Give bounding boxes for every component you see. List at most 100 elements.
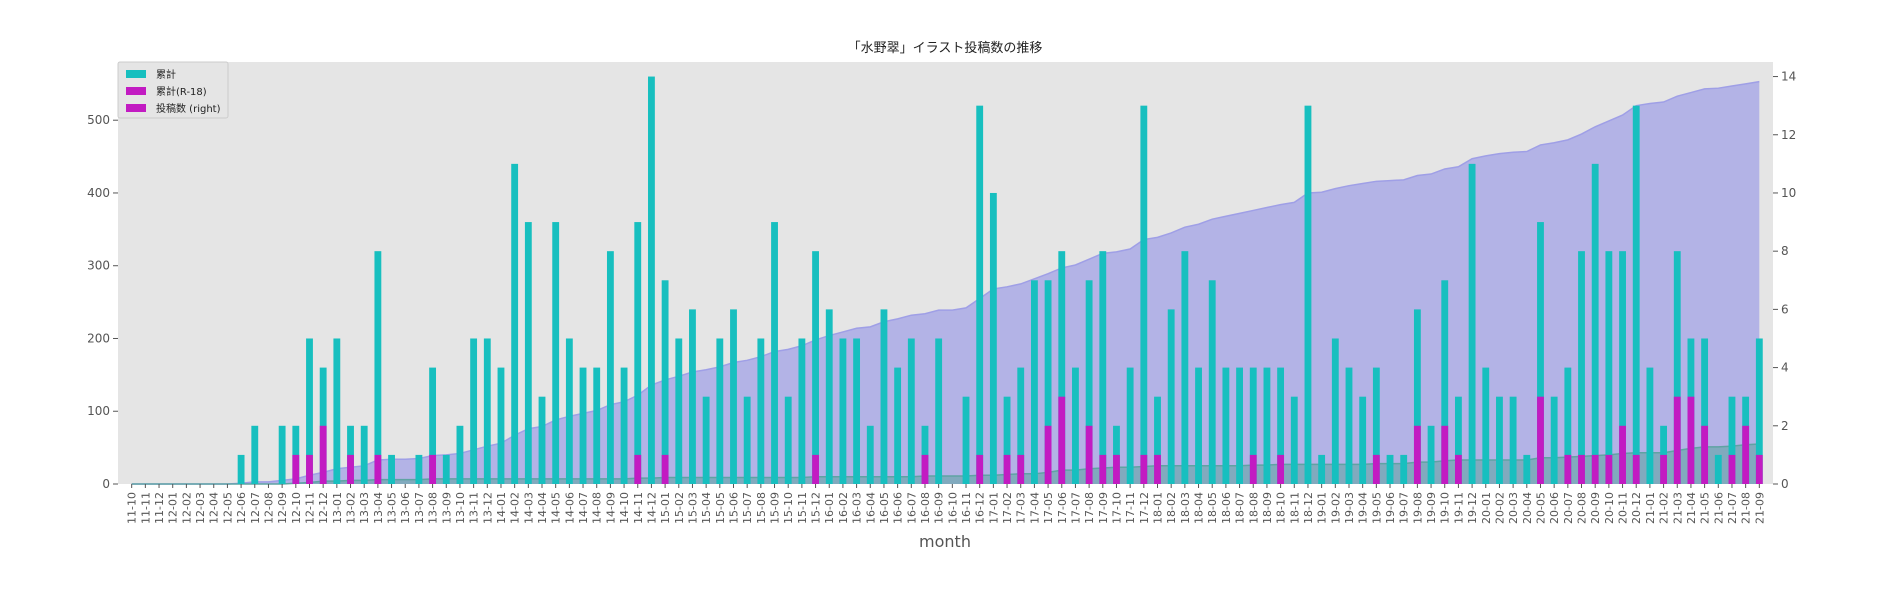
x-tick-label: 19-04 bbox=[1357, 492, 1370, 524]
x-tick-label: 20-02 bbox=[1493, 492, 1506, 524]
bar-0-19-04 bbox=[1359, 396, 1367, 484]
bar-1-13-02 bbox=[347, 454, 354, 484]
x-tick-label: 13-07 bbox=[413, 492, 426, 524]
x-tick-label: 12-10 bbox=[290, 492, 303, 524]
bar-1-17-09 bbox=[1099, 454, 1107, 484]
x-tick-label: 21-02 bbox=[1658, 492, 1671, 524]
bar-0-12-11 bbox=[306, 338, 313, 484]
bar-0-14-05 bbox=[552, 222, 560, 484]
right-tick-label: 8 bbox=[1781, 244, 1789, 258]
bar-0-13-03 bbox=[360, 425, 368, 484]
bar-0-12-07 bbox=[251, 425, 259, 484]
bar-1-20-07 bbox=[1564, 454, 1572, 484]
x-tick-label: 18-06 bbox=[1220, 492, 1233, 524]
x-tick-label: 16-03 bbox=[851, 492, 864, 524]
x-tick-label: 19-09 bbox=[1425, 492, 1438, 524]
bar-0-14-08 bbox=[593, 367, 601, 484]
x-tick-label: 16-01 bbox=[823, 492, 836, 524]
x-tick-label: 12-08 bbox=[262, 492, 275, 524]
bar-1-13-04 bbox=[374, 454, 382, 484]
x-tick-label: 12-12 bbox=[317, 492, 330, 524]
bar-0-17-09 bbox=[1099, 251, 1107, 484]
x-tick-label: 17-08 bbox=[1083, 492, 1096, 524]
bar-0-16-02 bbox=[839, 338, 847, 484]
bar-0-17-07 bbox=[1072, 367, 1079, 484]
right-tick-label: 4 bbox=[1781, 361, 1789, 375]
bar-0-20-05 bbox=[1537, 222, 1544, 484]
x-tick-label: 15-09 bbox=[769, 492, 782, 524]
x-tick-label: 15-05 bbox=[714, 492, 727, 524]
bar-0-14-10 bbox=[620, 367, 628, 484]
x-tick-label: 14-08 bbox=[591, 492, 604, 524]
x-tick-label: 15-06 bbox=[728, 492, 741, 524]
x-tick-label: 13-02 bbox=[345, 492, 358, 524]
bar-0-20-02 bbox=[1496, 396, 1503, 484]
x-tick-label: 20-07 bbox=[1562, 492, 1575, 524]
bar-0-21-03 bbox=[1673, 251, 1681, 484]
bar-0-16-11 bbox=[962, 396, 970, 484]
legend-label-0: 累計 bbox=[156, 68, 176, 81]
bar-0-21-07 bbox=[1728, 396, 1736, 484]
bar-0-16-07 bbox=[907, 338, 915, 484]
x-tick-label: 21-08 bbox=[1740, 492, 1753, 524]
x-tick-label: 14-06 bbox=[563, 492, 576, 524]
x-tick-label: 20-06 bbox=[1548, 492, 1561, 524]
x-tick-label: 16-04 bbox=[864, 492, 877, 524]
x-tick-label: 14-07 bbox=[577, 492, 590, 524]
bar-0-13-07 bbox=[415, 454, 423, 484]
x-tick-label: 17-09 bbox=[1097, 492, 1110, 524]
legend-swatch-0 bbox=[126, 70, 146, 78]
x-tick-label: 16-05 bbox=[878, 492, 891, 524]
x-tick-label: 17-11 bbox=[1124, 492, 1137, 524]
bar-0-13-01 bbox=[333, 338, 341, 484]
bar-1-15-01 bbox=[661, 454, 669, 484]
bar-0-20-04 bbox=[1523, 454, 1531, 484]
bar-0-20-10 bbox=[1605, 251, 1613, 484]
right-tick-label: 6 bbox=[1781, 302, 1789, 316]
bar-0-18-02 bbox=[1167, 309, 1175, 484]
left-tick-label: 200 bbox=[87, 331, 110, 345]
bar-0-19-11 bbox=[1454, 396, 1462, 484]
x-tick-label: 13-10 bbox=[454, 492, 467, 524]
bar-0-21-02 bbox=[1660, 425, 1667, 484]
bar-0-13-08 bbox=[429, 367, 437, 484]
left-tick-label: 100 bbox=[87, 404, 110, 418]
x-tick-label: 12-01 bbox=[167, 492, 180, 524]
x-tick-label: 20-04 bbox=[1521, 492, 1534, 524]
bar-0-15-09 bbox=[771, 222, 778, 484]
x-tick-label: 17-07 bbox=[1069, 492, 1082, 524]
x-tick-label: 15-03 bbox=[686, 492, 699, 524]
bar-0-15-05 bbox=[716, 338, 724, 484]
bar-0-20-08 bbox=[1578, 251, 1585, 484]
bar-1-14-11 bbox=[634, 454, 642, 484]
x-tick-label: 14-01 bbox=[495, 492, 508, 524]
bar-0-15-02 bbox=[675, 338, 683, 484]
bar-0-20-01 bbox=[1482, 367, 1490, 484]
bar-0-16-06 bbox=[894, 367, 902, 484]
x-tick-label: 20-05 bbox=[1534, 492, 1547, 524]
bar-1-17-03 bbox=[1017, 454, 1025, 484]
bar-0-14-07 bbox=[579, 367, 587, 484]
bar-0-17-11 bbox=[1126, 367, 1134, 484]
x-tick-label: 12-05 bbox=[221, 492, 234, 524]
bar-0-16-03 bbox=[853, 338, 861, 484]
bar-1-17-10 bbox=[1113, 454, 1120, 484]
x-tick-label: 13-06 bbox=[399, 492, 412, 524]
bar-0-18-10 bbox=[1277, 367, 1285, 484]
bar-0-20-09 bbox=[1591, 163, 1599, 485]
chart-title: 「水野翠」イラスト投稿数の推移 bbox=[848, 40, 1043, 56]
x-tick-label: 17-03 bbox=[1015, 492, 1028, 524]
bar-0-18-05 bbox=[1208, 280, 1216, 484]
x-tick-label: 19-11 bbox=[1452, 492, 1465, 524]
bar-1-18-08 bbox=[1249, 454, 1257, 484]
x-tick-label: 18-09 bbox=[1261, 492, 1274, 524]
bar-0-15-07 bbox=[743, 396, 751, 484]
bar-0-18-06 bbox=[1222, 367, 1230, 484]
bar-1-17-12 bbox=[1140, 454, 1148, 484]
x-tick-label: 18-05 bbox=[1206, 492, 1219, 524]
x-tick-label: 18-02 bbox=[1165, 492, 1178, 524]
bar-0-17-01 bbox=[989, 192, 997, 484]
bar-0-16-01 bbox=[825, 309, 833, 484]
x-tick-label: 11-10 bbox=[126, 492, 139, 524]
